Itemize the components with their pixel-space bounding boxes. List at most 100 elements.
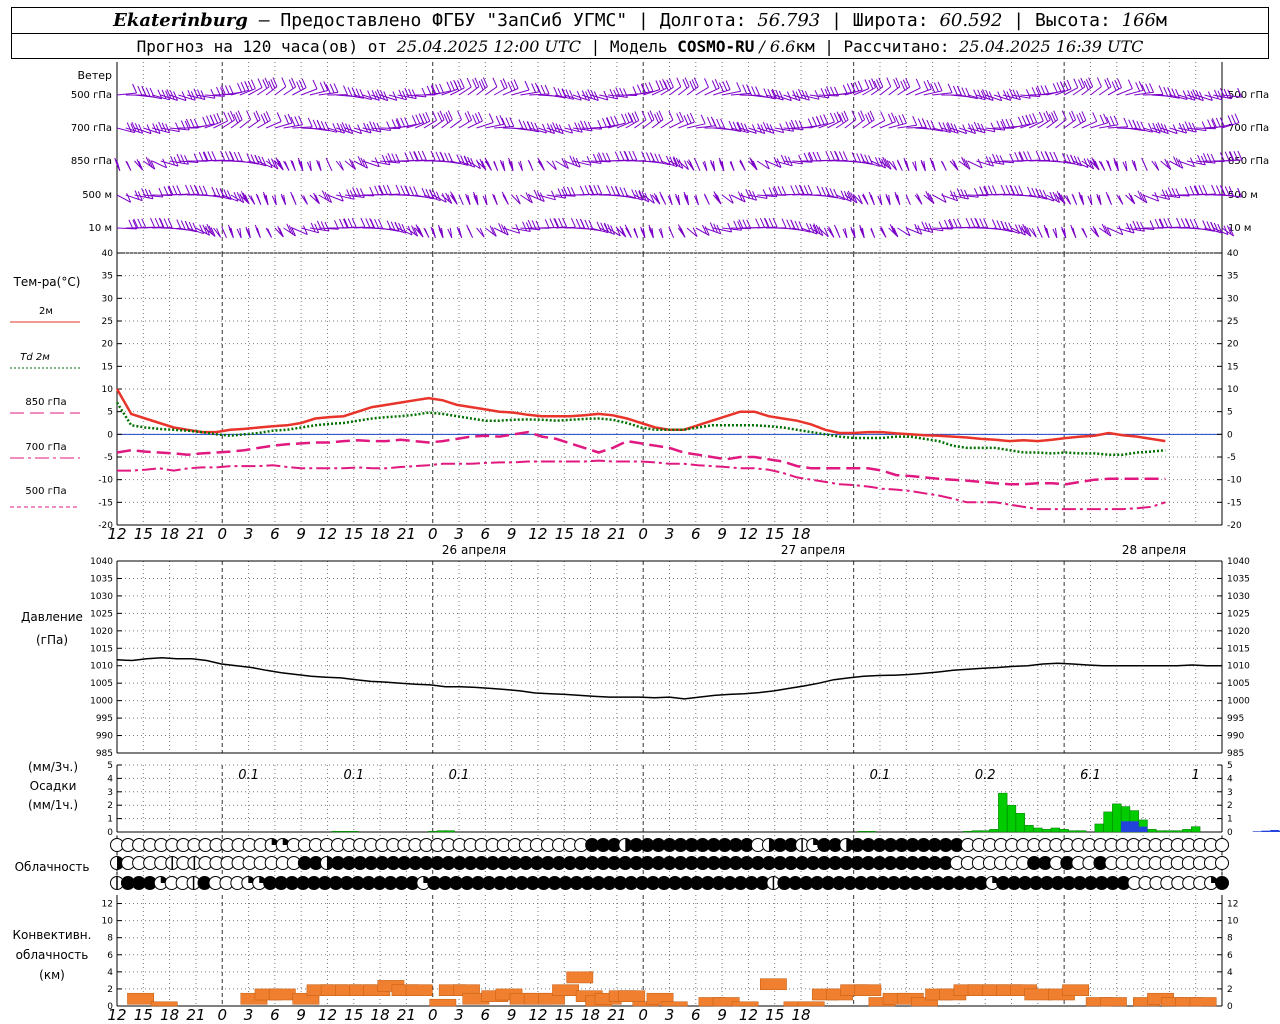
- x-tick-label: 9: [717, 525, 727, 543]
- wind-barb: [809, 88, 830, 99]
- pressure-ylabel: Давление: [21, 610, 83, 624]
- x-tick-label: 15: [555, 525, 574, 543]
- wind-barb: [800, 90, 820, 100]
- wind-barb: [748, 123, 766, 135]
- wind-barb: [344, 124, 363, 135]
- wind-barb: [239, 191, 250, 205]
- city-name: Ekaterinburg: [113, 10, 248, 31]
- wind-barb: [842, 227, 848, 239]
- cloud-symbol: [1215, 876, 1229, 890]
- wind-barb: [169, 153, 189, 165]
- x-tick-label: 0: [428, 525, 438, 543]
- precip-rain-bar: [1077, 830, 1087, 833]
- wind-barb: [114, 157, 121, 172]
- latitude-label: | Широта:: [820, 10, 940, 31]
- wind-barb: [862, 78, 877, 96]
- conv-tick-label-left: 2: [107, 985, 113, 995]
- conv-tick-label-right: 8: [1227, 934, 1233, 944]
- wind-barb: [309, 192, 320, 205]
- pressure-series-line: [116, 656, 1222, 700]
- wind-barb: [458, 155, 476, 168]
- wind-barb: [861, 193, 869, 205]
- wind-barb: [274, 113, 293, 129]
- conv-cloud-bar: [797, 1001, 825, 1007]
- wind-barb: [1186, 89, 1204, 102]
- precip-rain-bar: [1155, 830, 1166, 833]
- precip-rain-bar: [1041, 829, 1052, 833]
- wind-barb: [518, 160, 523, 172]
- wind-barb: [1134, 190, 1148, 204]
- altitude-label: | Высота:: [1002, 10, 1122, 31]
- wind-barb: [297, 157, 304, 172]
- wind-barb: [686, 159, 695, 171]
- wind-barb: [362, 218, 383, 229]
- wind-barb: [1002, 185, 1024, 196]
- precip-rain-bar: [857, 831, 868, 833]
- wind-barb: [607, 113, 626, 129]
- temp-tick-label-left: -5: [104, 453, 113, 463]
- wind-barb: [616, 112, 633, 129]
- wind-barb: [327, 122, 346, 134]
- wind-barb: [1096, 193, 1102, 206]
- wind-barb: [783, 119, 804, 131]
- wind-barb: [1178, 90, 1196, 101]
- wind-barb: [730, 121, 749, 134]
- wind-level-label-left: 850 гПа: [71, 156, 112, 167]
- wind-barb: [458, 77, 472, 96]
- wind-barb: [923, 221, 944, 232]
- wind-barb: [160, 89, 179, 101]
- wind-barb: [1107, 117, 1129, 129]
- conv-tick-label-left: 6: [107, 951, 113, 961]
- x-tick-label: 18: [371, 525, 390, 543]
- wind-level-label-left: 10 м: [89, 223, 112, 234]
- wind-barb: [572, 90, 591, 102]
- conv-tick-label-right: 6: [1227, 951, 1233, 961]
- pressure-tick-label-right: 1000: [1227, 697, 1250, 707]
- wind-barb: [465, 193, 471, 206]
- precip-ylabel-1h: (мм/1ч.): [28, 798, 78, 812]
- wind-barb: [686, 227, 698, 237]
- wind-barb: [1151, 122, 1169, 135]
- wind-barb: [292, 78, 307, 96]
- conv-cloud-bar: [618, 990, 646, 1002]
- wind-barb: [722, 220, 743, 231]
- wind-barb: [245, 226, 251, 239]
- wind-barb: [792, 222, 811, 233]
- conv-tick-label-right: 2: [1227, 985, 1233, 995]
- wind-barb: [896, 159, 903, 171]
- conv-cloud-bar: [552, 984, 580, 997]
- precip-tick-label-right: 1: [1227, 815, 1233, 825]
- temp-legend-label: 850 гПа: [25, 397, 66, 408]
- wind-barb: [447, 227, 453, 239]
- wind-barb: [581, 184, 603, 196]
- wind-barb: [718, 157, 725, 172]
- wind-barb: [257, 111, 271, 129]
- x-tick-label: 6: [481, 525, 491, 543]
- wind-barb: [914, 221, 934, 233]
- wind-barb: [248, 78, 263, 96]
- wind-barb: [783, 90, 801, 102]
- wind-barb: [466, 224, 474, 238]
- conv-tick-label-right: 10: [1227, 917, 1239, 927]
- wind-barb: [704, 78, 720, 96]
- x-tick-label: 21: [186, 525, 205, 543]
- precip-rain-bar: [1059, 829, 1069, 833]
- wind-barb: [437, 224, 444, 239]
- temp-tick-label-right: -20: [1227, 521, 1242, 531]
- wind-barb: [485, 115, 505, 129]
- wind-barb: [116, 122, 136, 134]
- precip-rain-bar: [1191, 826, 1201, 833]
- wind-barb: [1160, 187, 1181, 199]
- precip-tick-label-right: 2: [1227, 801, 1233, 811]
- wind-barb: [227, 224, 234, 239]
- model-resolution-unit: км: [795, 37, 815, 56]
- wind-barb: [450, 78, 465, 96]
- precip-rain-bar: [340, 831, 350, 833]
- wind-barb: [283, 115, 304, 129]
- conv-cloud-bar: [405, 984, 433, 997]
- pressure-tick-label-right: 1030: [1227, 592, 1250, 602]
- pressure-yunit: (гПа): [36, 633, 68, 647]
- temp-tick-label-left: 10: [102, 385, 114, 395]
- wind-barb: [929, 157, 936, 172]
- wind-barb: [765, 88, 784, 101]
